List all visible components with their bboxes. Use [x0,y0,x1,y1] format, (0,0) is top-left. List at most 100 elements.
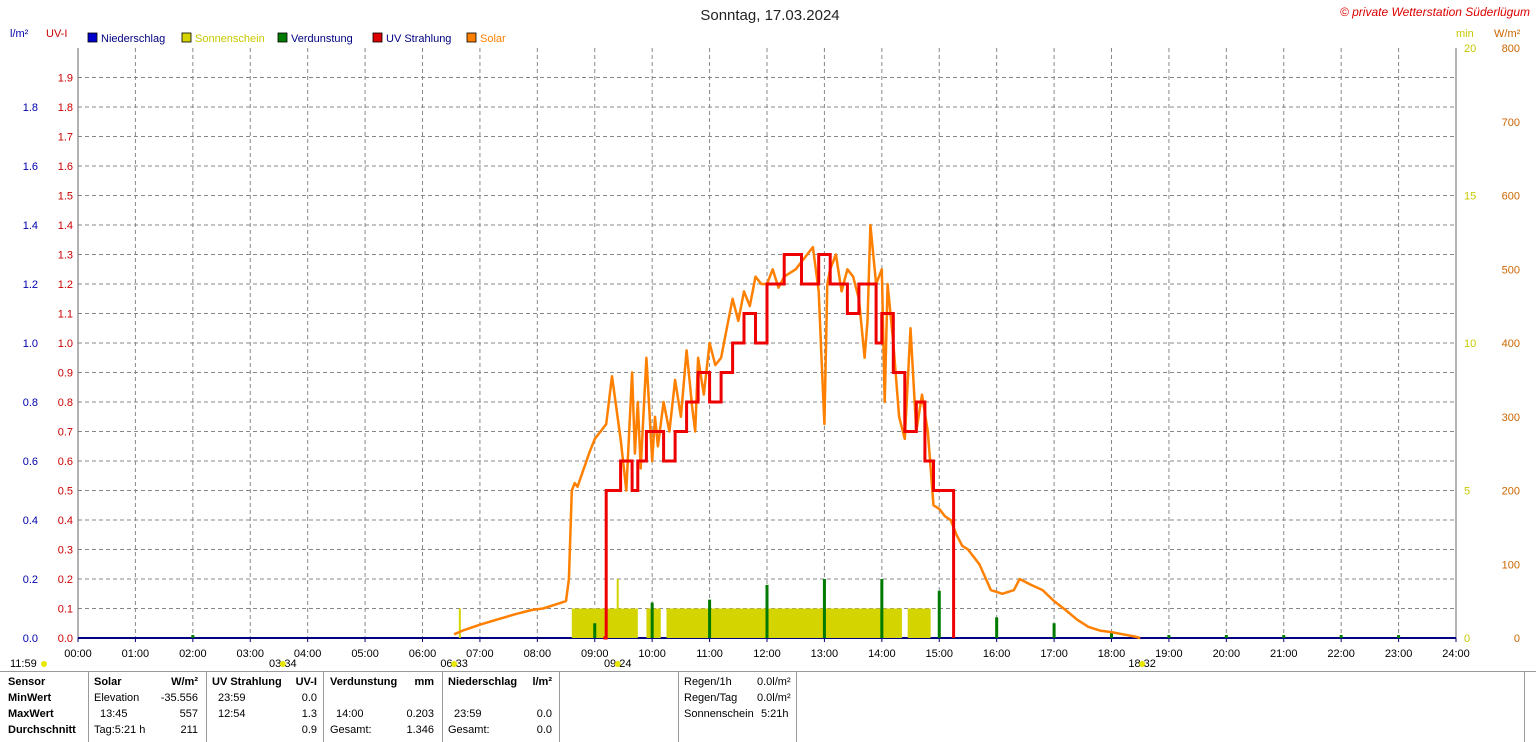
stats-divider [796,671,797,742]
tick-label-solar: 700 [1502,117,1520,129]
tick-label-solar: 500 [1502,264,1520,276]
solar-avg-label: Tag:5:21 h [94,724,146,736]
tick-label-time: 08:00 [524,648,552,660]
stats-header-solar: Solar [94,676,122,688]
tick-label-uv: 1.0 [58,338,73,350]
tick-label-uv: 0.8 [58,397,73,409]
legend-swatch [277,32,288,43]
tick-label-solar: 0 [1514,633,1520,645]
tick-label-uv: 1.7 [58,132,73,144]
axes: 0.0 0.2 0.4 0.6 0.8 1.0 1.2 1.4 1.6 1.8 0.0 0.1 0.2 0… [23,43,1520,660]
evaporation-spike [937,590,941,638]
tick-label-time: 24:00 [1442,648,1470,660]
rain-min-time: 23:59 [454,708,482,720]
rain-total-label: Gesamt: [448,724,490,736]
tick-label-solar: 100 [1502,559,1520,571]
stats-divider [206,671,207,742]
tick-label-rain: 0.6 [23,456,38,468]
tick-label-time: 12:00 [753,648,781,660]
tick-label-time: 01:00 [122,648,150,660]
tick-label-uv: 0.2 [58,574,73,586]
sun-event-dot [451,661,458,667]
tick-label-time: 18:00 [1098,648,1126,660]
tick-label-uv: 0.6 [58,456,73,468]
sun-event-dot [279,661,286,667]
uv-max-time: 12:54 [218,708,246,720]
sunshine-bars [458,579,931,638]
sunshine-spike [458,608,461,638]
tick-label-solar: 300 [1502,412,1520,424]
evaporation-spike [191,635,195,638]
stats-header-solar-unit: W/m² [171,676,198,688]
tick-label-uv: 1.4 [58,220,73,232]
tick-label-sunshine: 10 [1464,338,1476,350]
time-markers: 11:5903:3406:3309:2418:32 [10,658,1156,670]
tick-label-uv: 0.5 [58,486,73,498]
evaporation-spike [1282,635,1286,638]
tick-label-uv: 1.1 [58,309,73,321]
tick-label-time: 13:00 [811,648,839,660]
summary-value: 0.0l/m² [757,692,791,704]
stats-top-border [0,671,1536,672]
evaporation-spike [765,584,769,638]
tick-label-time: 19:00 [1155,648,1183,660]
axis-unit-sunshine: min [1456,28,1474,40]
evaporation-spike [822,579,826,638]
tick-label-uv: 1.9 [58,73,73,85]
stats-header-sensor: Sensor [8,676,46,688]
stats-header-rain: Niederschlag [448,676,518,688]
tick-label-sunshine: 0 [1464,633,1470,645]
tick-label-sunshine: 5 [1464,486,1470,498]
tick-label-uv: 1.6 [58,161,73,173]
tick-label-solar: 400 [1502,338,1520,350]
evaporation-spike [1224,635,1228,638]
tick-label-rain: 0.0 [23,633,38,645]
uv-series [603,253,956,640]
uv-min-time: 23:59 [218,692,246,704]
tick-label-uv: 0.0 [58,633,73,645]
evaporation-spike [1397,635,1401,638]
tick-label-uv: 1.2 [58,279,73,291]
evaporation-spikes [191,579,1401,638]
evaporation-spike [708,599,712,638]
tick-label-rain: 0.4 [23,515,38,527]
tick-label-sunshine: 15 [1464,191,1476,203]
tick-label-time: 14:00 [868,648,896,660]
tick-label-uv: 0.3 [58,545,73,557]
axis-unit-rain: l/m² [10,28,29,40]
summary-value: 5:21h [761,708,789,720]
stats-row-min: MinWert [8,692,52,704]
tick-label-time: 20:00 [1213,648,1241,660]
tick-label-time: 22:00 [1327,648,1355,660]
axis-unit-solar: W/m² [1494,28,1521,40]
stats-header-uv: UV Strahlung [212,676,282,688]
solar-max-time: 13:45 [100,708,128,720]
tick-label-rain: 0.2 [23,574,38,586]
tick-label-time: 00:00 [64,648,92,660]
stats-divider [442,671,443,742]
tick-label-rain: 1.4 [23,220,38,232]
stats-divider [88,671,89,742]
summary-label: Regen/Tag [684,692,738,704]
sun-event-dot [41,661,47,667]
legend-swatch [372,32,383,43]
legend: Niederschlag Sonnenschein Verdunstung UV St… [87,32,506,45]
tick-label-rain: 1.0 [23,338,38,350]
stats-divider [1524,671,1525,742]
weather-chart: Sonntag, 17.03.2024 © private Wetterstat… [10,5,1530,670]
tick-label-uv: 1.5 [58,191,73,203]
evaporation-spike [880,579,884,638]
legend-swatch [87,32,98,43]
sunshine-bar [907,608,931,638]
summary-label: Regen/1h [684,676,732,688]
stats-header-uv-unit: UV-I [295,676,317,688]
legend-label: Verdunstung [291,33,353,45]
tick-label-time: 11:00 [696,648,723,660]
tick-label-time: 04:00 [294,648,322,660]
evaporation-spike [593,623,597,638]
stats-divider [323,671,324,742]
legend-swatch [466,32,477,43]
stats-divider [559,671,560,742]
stats-header-rain-unit: l/m² [532,676,552,688]
tick-label-uv: 0.9 [58,368,73,380]
